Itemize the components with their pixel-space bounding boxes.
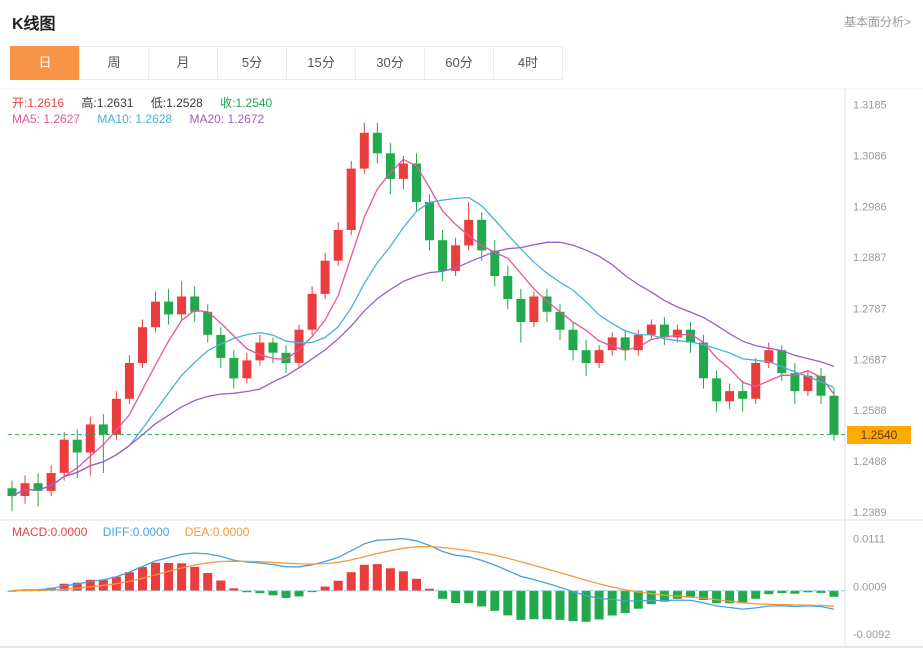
svg-text:1.3086: 1.3086 — [853, 150, 887, 162]
dea-value: DEA:0.0000 — [184, 525, 250, 539]
open-value: 开:1.2616 — [12, 96, 65, 110]
svg-text:1.2986: 1.2986 — [853, 202, 887, 214]
tab-15min[interactable]: 15分 — [286, 46, 356, 80]
svg-text:1.2389: 1.2389 — [853, 507, 887, 519]
svg-text:1.2687: 1.2687 — [853, 354, 887, 366]
svg-text:1.2887: 1.2887 — [853, 252, 887, 264]
ma20-value: MA20: 1.2672 — [189, 112, 265, 126]
ma10-value: MA10: 1.2628 — [97, 112, 173, 126]
tab-5min[interactable]: 5分 — [217, 46, 287, 80]
period-tabs: 日 周 月 5分 15分 30分 60分 4时 — [10, 46, 923, 80]
page-title: K线图 — [12, 16, 56, 33]
current-price-tag: 1.2540 — [847, 426, 911, 444]
tab-week[interactable]: 周 — [79, 46, 149, 80]
svg-text:1.2787: 1.2787 — [853, 303, 887, 315]
ma-info: MA5: 1.2627 MA10: 1.2628 MA20: 1.2672 — [12, 112, 278, 126]
svg-text:0.0111: 0.0111 — [853, 534, 885, 546]
svg-text:0.0009: 0.0009 — [853, 582, 887, 594]
tab-30min[interactable]: 30分 — [355, 46, 425, 80]
svg-text:1.2588: 1.2588 — [853, 405, 887, 417]
high-value: 高:1.2631 — [81, 96, 134, 110]
page-header: K线图 基本面分析> — [0, 0, 923, 34]
macd-value: MACD:0.0000 — [12, 525, 88, 539]
svg-text:-0.0092: -0.0092 — [853, 629, 890, 641]
low-value: 低:1.2528 — [150, 96, 203, 110]
tab-month[interactable]: 月 — [148, 46, 218, 80]
macd-info: MACD:0.0000 DIFF:0.0000 DEA:0.0000 — [12, 525, 261, 539]
ohlc-info: 开:1.2616 高:1.2631 低:1.2528 收:1.2540 — [12, 94, 286, 111]
tab-day[interactable]: 日 — [10, 46, 80, 80]
diff-value: DIFF:0.0000 — [102, 525, 170, 539]
tab-60min[interactable]: 60分 — [424, 46, 494, 80]
close-value: 收:1.2540 — [220, 96, 273, 110]
ma5-value: MA5: 1.2627 — [12, 112, 81, 126]
svg-text:1.2488: 1.2488 — [853, 456, 887, 468]
svg-text:1.3185: 1.3185 — [853, 100, 887, 112]
fundamental-analysis-link[interactable]: 基本面分析> — [843, 15, 911, 29]
tab-4hour[interactable]: 4时 — [493, 46, 563, 80]
